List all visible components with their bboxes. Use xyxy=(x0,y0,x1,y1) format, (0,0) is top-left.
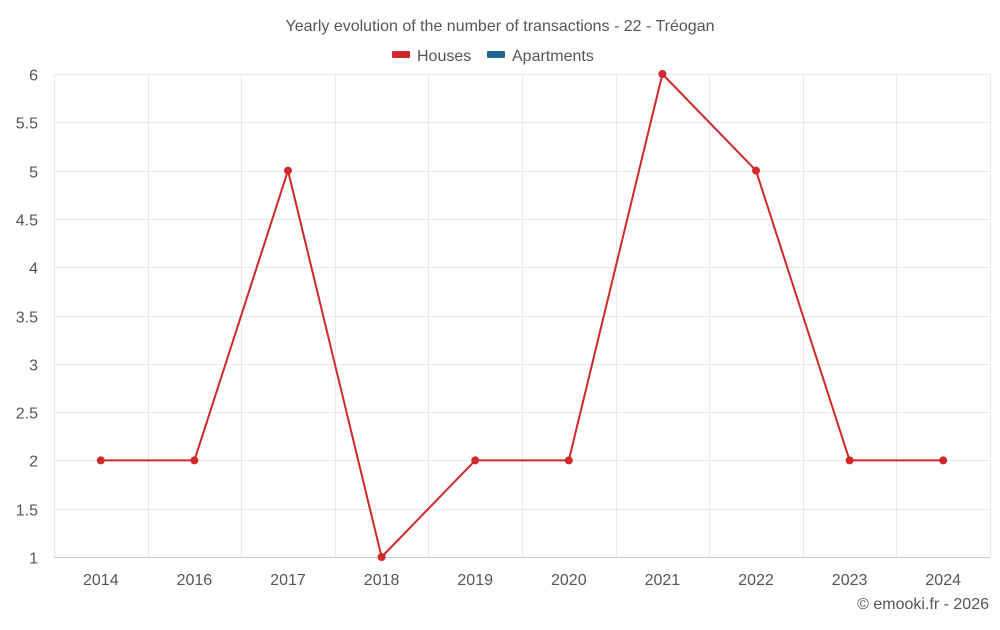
data-point-houses[interactable] xyxy=(471,456,480,465)
y-tick-label: 5 xyxy=(29,165,38,182)
x-tick-label: 2023 xyxy=(832,572,868,589)
y-tick-label: 2 xyxy=(29,454,38,471)
y-tick-label: 2.5 xyxy=(16,406,38,423)
y-tick-label: 4 xyxy=(29,261,38,278)
grid xyxy=(54,74,991,558)
y-tick-label: 3.5 xyxy=(16,310,38,327)
legend[interactable]: Houses Apartments xyxy=(392,48,594,65)
legend-swatch-apartments xyxy=(487,51,505,58)
data-point-houses[interactable] xyxy=(96,456,105,465)
y-tick-label: 3 xyxy=(29,358,38,375)
y-tick-label: 4.5 xyxy=(16,213,38,230)
data-point-houses[interactable] xyxy=(284,166,292,175)
x-tick-label: 2021 xyxy=(645,572,681,589)
x-tick-label: 2018 xyxy=(364,572,400,589)
chart-title: Yearly evolution of the number of transa… xyxy=(286,18,715,35)
x-tick-label: 2014 xyxy=(83,572,119,589)
data-point-houses[interactable] xyxy=(658,70,667,78)
series xyxy=(96,70,948,561)
data-point-houses[interactable] xyxy=(752,166,760,175)
x-tick-label: 2022 xyxy=(738,572,774,589)
legend-item-houses[interactable]: Houses xyxy=(392,48,471,65)
x-tick-label: 2017 xyxy=(270,572,306,589)
data-point-houses[interactable] xyxy=(377,553,386,561)
series-line-houses xyxy=(100,73,944,558)
data-point-houses[interactable] xyxy=(564,456,573,465)
x-axis: 2014 2016 2017 2018 2019 2020 2021 2022 2023 2024 xyxy=(54,557,990,589)
data-point-houses[interactable] xyxy=(845,456,854,465)
data-point-houses[interactable] xyxy=(939,456,948,465)
legend-label-houses[interactable]: Houses xyxy=(417,48,471,65)
legend-item-apartments[interactable]: Apartments xyxy=(487,48,594,65)
y-tick-label: 5.5 xyxy=(16,116,38,133)
y-tick-label: 1.5 xyxy=(16,503,38,520)
x-tick-label: 2024 xyxy=(925,572,961,589)
y-axis: 1 1.5 2 2.5 3 3.5 4 4.5 5 5.5 6 xyxy=(16,68,38,568)
legend-label-apartments[interactable]: Apartments xyxy=(512,48,594,65)
y-tick-label: 1 xyxy=(29,551,38,568)
x-tick-label: 2019 xyxy=(457,572,493,589)
data-point-houses[interactable] xyxy=(190,456,199,465)
credit-text: © emooki.fr - 2026 xyxy=(857,596,989,613)
x-tick-label: 2020 xyxy=(551,572,587,589)
x-tick-label: 2016 xyxy=(177,572,213,589)
legend-swatch-houses xyxy=(392,51,410,58)
y-tick-label: 6 xyxy=(29,68,38,85)
